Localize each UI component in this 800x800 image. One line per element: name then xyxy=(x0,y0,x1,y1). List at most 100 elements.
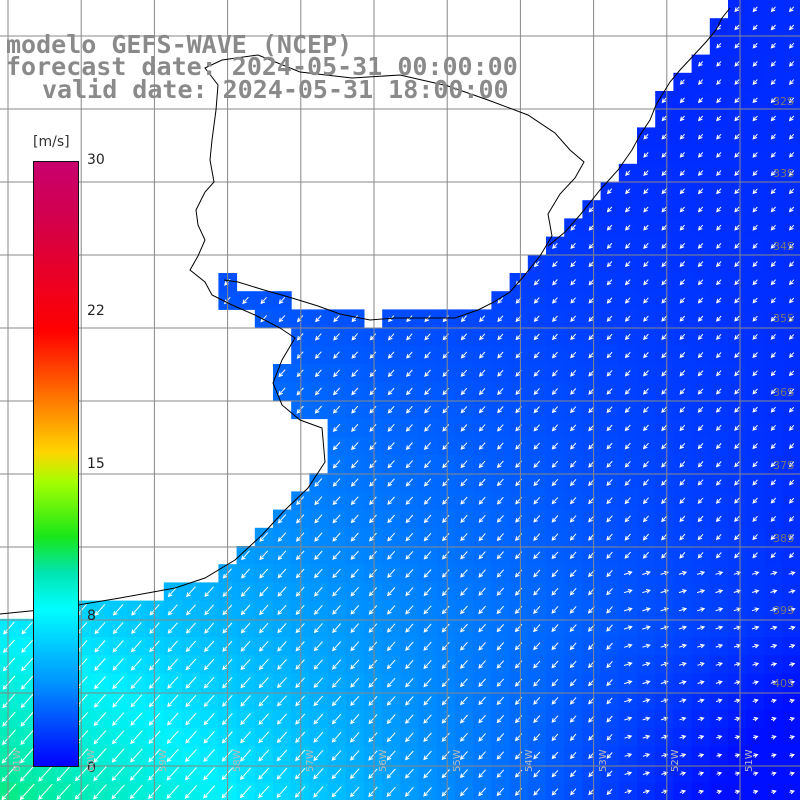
wind-arrow xyxy=(679,170,685,176)
wind-arrow xyxy=(386,641,396,652)
wind-arrow xyxy=(405,478,413,487)
wind-arrow xyxy=(788,552,795,559)
wind-arrow xyxy=(551,351,558,359)
wind-arrow xyxy=(369,387,377,396)
wind-arrow xyxy=(459,751,468,760)
wind-arrow xyxy=(643,297,649,304)
wind-arrow xyxy=(642,734,651,740)
wind-arrow xyxy=(423,551,432,560)
wind-arrow xyxy=(788,443,795,450)
wind-arrow xyxy=(679,115,685,122)
wind-arrow xyxy=(460,442,468,450)
wind-arrow xyxy=(497,369,504,377)
wind-arrow xyxy=(698,771,705,776)
wind-arrow xyxy=(751,571,760,576)
wind-arrow xyxy=(423,587,432,597)
wind-arrow xyxy=(460,424,468,432)
wind-arrow xyxy=(697,643,706,649)
wind-arrow xyxy=(333,333,340,341)
wind-arrow xyxy=(405,514,414,524)
wind-arrow xyxy=(259,532,269,542)
wind-arrow xyxy=(552,333,558,341)
wind-arrow xyxy=(715,515,722,523)
wind-arrow xyxy=(313,604,323,615)
wind-arrow xyxy=(697,533,704,541)
wind-arrow xyxy=(258,785,270,799)
wind-arrow xyxy=(185,712,197,726)
wind-arrow xyxy=(770,224,776,231)
wind-arrow xyxy=(314,514,323,524)
wind-arrow xyxy=(276,695,287,707)
wind-arrow xyxy=(129,766,143,781)
wind-arrow xyxy=(679,152,685,158)
wind-arrow xyxy=(313,768,324,780)
wind-arrow xyxy=(551,587,559,596)
wind-arrow xyxy=(441,714,450,724)
wind-arrow xyxy=(240,604,251,616)
wind-arrow xyxy=(715,571,724,576)
wind-arrow xyxy=(20,747,35,764)
wind-arrow xyxy=(697,133,704,140)
wind-arrow xyxy=(533,551,541,560)
wind-arrow xyxy=(533,624,541,633)
wind-arrow xyxy=(167,658,179,671)
wind-arrow xyxy=(166,784,179,799)
wind-arrow xyxy=(460,623,468,633)
wind-arrow xyxy=(314,351,322,359)
wind-arrow xyxy=(770,680,778,685)
wind-arrow xyxy=(679,698,687,703)
wind-arrow xyxy=(752,662,760,667)
wind-arrow xyxy=(424,460,432,469)
wind-arrow xyxy=(788,571,796,576)
wind-arrow xyxy=(697,680,705,685)
wind-arrow xyxy=(332,460,341,469)
wind-arrow xyxy=(788,497,795,504)
wind-arrow xyxy=(497,351,504,359)
wind-arrow xyxy=(606,733,613,741)
wind-arrow xyxy=(789,753,795,758)
wind-arrow xyxy=(533,315,540,322)
wind-arrow xyxy=(496,678,505,687)
wind-arrow xyxy=(423,750,432,761)
wind-arrow xyxy=(167,640,178,653)
wind-arrow xyxy=(405,750,414,761)
wind-arrow xyxy=(441,514,450,523)
wind-arrow xyxy=(277,550,287,561)
wind-arrow xyxy=(570,351,577,359)
wind-arrow xyxy=(624,515,631,523)
wind-arrow xyxy=(734,443,740,450)
wind-arrow xyxy=(734,424,740,431)
wind-arrow xyxy=(570,224,576,231)
wind-arrow xyxy=(460,333,468,341)
latitude-label: 34S xyxy=(773,240,794,253)
wind-arrow xyxy=(752,698,759,704)
wind-arrow xyxy=(331,695,342,707)
wind-arrow xyxy=(478,533,486,542)
wind-arrow xyxy=(661,533,668,541)
wind-arrow xyxy=(38,765,53,782)
wind-arrow xyxy=(441,660,450,669)
wind-arrow xyxy=(405,732,414,743)
wind-arrow xyxy=(423,623,432,633)
wind-arrow xyxy=(752,42,758,49)
wind-arrow xyxy=(770,461,777,468)
wind-arrow xyxy=(351,333,358,341)
wind-arrow xyxy=(770,424,776,431)
wind-arrow xyxy=(606,479,613,486)
wind-arrow xyxy=(789,716,795,722)
wind-arrow xyxy=(734,133,740,140)
wind-arrow xyxy=(386,677,396,688)
wind-arrow xyxy=(351,351,359,359)
wind-arrow xyxy=(697,442,704,450)
latitude-label: 37S xyxy=(773,459,794,472)
wind-arrow xyxy=(368,550,377,560)
wind-arrow xyxy=(624,442,631,450)
wind-arrow xyxy=(166,766,179,781)
wind-arrow xyxy=(569,660,577,669)
wind-arrow xyxy=(788,315,795,322)
wind-arrow xyxy=(752,534,758,541)
wind-arrow xyxy=(20,729,34,745)
wind-arrow xyxy=(625,188,631,195)
wind-arrow xyxy=(642,497,649,505)
wind-arrow xyxy=(496,714,505,724)
